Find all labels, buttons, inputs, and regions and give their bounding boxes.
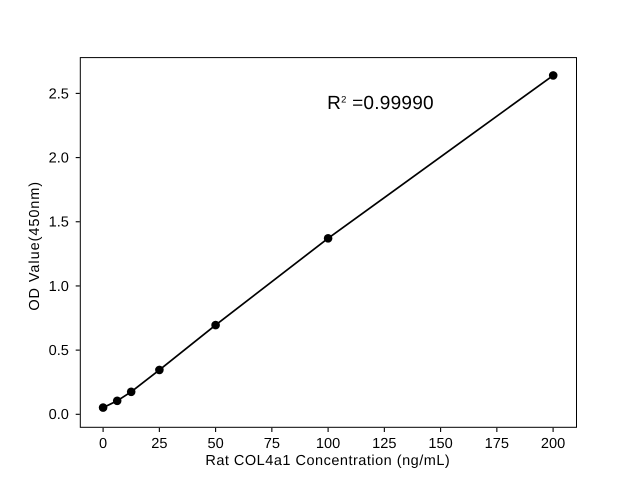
svg-text:100: 100 xyxy=(316,436,340,452)
svg-text:125: 125 xyxy=(372,436,396,452)
svg-text:OD Value(450nm): OD Value(450nm) xyxy=(27,181,43,311)
svg-text:2.0: 2.0 xyxy=(49,151,69,167)
svg-text:1.0: 1.0 xyxy=(49,279,69,295)
svg-text:25: 25 xyxy=(151,436,167,452)
svg-text:200: 200 xyxy=(541,436,565,452)
svg-text:175: 175 xyxy=(485,436,509,452)
svg-text:0.0: 0.0 xyxy=(49,407,69,423)
svg-text:75: 75 xyxy=(264,436,280,452)
svg-text:150: 150 xyxy=(428,436,452,452)
svg-text:0: 0 xyxy=(99,436,107,452)
svg-text:R2 =0.99990: R2 =0.99990 xyxy=(327,93,434,114)
svg-text:0.5: 0.5 xyxy=(49,343,69,359)
svg-text:Rat COL4a1 Concentration (ng/m: Rat COL4a1 Concentration (ng/mL) xyxy=(205,453,450,469)
svg-text:50: 50 xyxy=(207,436,223,452)
svg-text:1.5: 1.5 xyxy=(49,215,69,231)
svg-text:2.5: 2.5 xyxy=(49,86,69,102)
